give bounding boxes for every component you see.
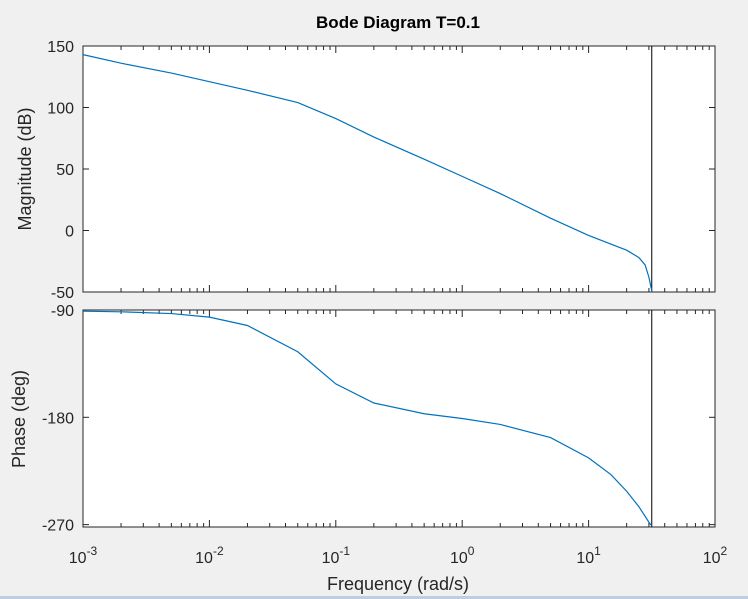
phase-y-tick-label: -90 [51, 303, 74, 320]
magnitude-plot-area [82, 45, 716, 293]
x-tick-label-exponent: -1 [339, 544, 350, 558]
phase-plot-area [82, 309, 716, 528]
chart-title: Bode Diagram T=0.1 [316, 13, 480, 32]
x-tick-label: 10-2 [195, 544, 224, 567]
magnitude-y-tick-labels: 150 100 50 0 -50 [47, 39, 74, 302]
x-axis-label: Frequency (rad/s) [327, 574, 469, 594]
magnitude-panel: 150 100 50 0 -50 Magnitude (dB) [15, 39, 716, 302]
magnitude-y-tick-label: -50 [51, 285, 74, 302]
x-tick-label-base: 10 [322, 550, 340, 567]
magnitude-y-tick-label: 100 [47, 101, 74, 118]
phase-y-tick-label: -180 [42, 410, 74, 427]
phase-axis-label: Phase (deg) [9, 370, 29, 468]
x-tick-label: 101 [576, 544, 601, 567]
x-tick-label-exponent: 0 [468, 544, 475, 558]
x-tick-labels: 10-3 10-2 10-1 100 101 102 [69, 544, 728, 567]
x-tick-label-exponent: 1 [594, 544, 601, 558]
x-tick-label-exponent: -3 [87, 544, 98, 558]
x-tick-label-base: 10 [195, 550, 213, 567]
magnitude-y-tick-label: 150 [47, 39, 74, 56]
x-tick-label-base: 10 [703, 550, 721, 567]
magnitude-ticks [82, 45, 716, 293]
magnitude-series-line [82, 54, 653, 293]
x-tick-label-base: 10 [69, 550, 87, 567]
x-tick-label: 10-1 [322, 544, 351, 567]
magnitude-y-tick-label: 0 [65, 224, 74, 241]
magnitude-y-tick-label: 50 [56, 162, 74, 179]
magnitude-axis-label: Magnitude (dB) [15, 107, 35, 230]
phase-y-tick-label: -270 [42, 518, 74, 535]
x-tick-label: 100 [450, 544, 475, 567]
phase-y-tick-labels: -90 -180 -270 [42, 303, 74, 535]
x-tick-label-exponent: 2 [721, 544, 728, 558]
phase-panel: -90 -180 -270 Phase (deg) [9, 303, 716, 535]
x-tick-label-base: 10 [450, 550, 468, 567]
x-tick-label-base: 10 [576, 550, 594, 567]
window-bottom-border [0, 596, 748, 599]
phase-series-line [82, 310, 652, 526]
x-tick-label: 10-3 [69, 544, 98, 567]
x-tick-label: 102 [703, 544, 728, 567]
phase-ticks [82, 309, 716, 527]
x-tick-label-exponent: -2 [213, 544, 224, 558]
